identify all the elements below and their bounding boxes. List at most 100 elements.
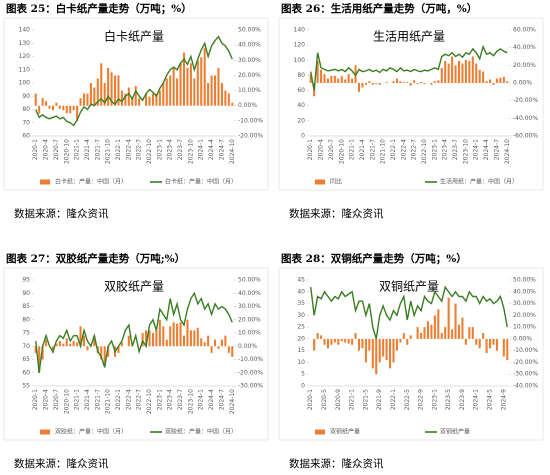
bar: [482, 71, 485, 83]
legend-swatch: [315, 179, 325, 185]
legend-label: 双铜纸产量: [330, 428, 360, 436]
bar: [117, 346, 120, 353]
x-tick-label: 2022-10: [146, 139, 153, 164]
y-tick-label: 95: [22, 277, 30, 284]
bar: [172, 67, 175, 106]
legend-label: 双胶纸：产量：中国（月）: [55, 428, 127, 436]
x-tick-label: 2023-4: [442, 139, 449, 160]
bar: [337, 78, 340, 83]
x-tick-label: 2022-1: [115, 139, 122, 160]
x-tick-label: 2020-4: [43, 389, 50, 410]
bar: [72, 340, 75, 347]
y2-tick-label: 0.00%: [513, 335, 532, 342]
bar: [440, 67, 443, 83]
y2-tick-label: -30.00%: [513, 371, 538, 378]
bar: [368, 338, 371, 351]
chart-title: 双胶纸产量: [104, 279, 164, 294]
bar: [475, 63, 478, 83]
bar: [203, 342, 206, 347]
x-tick-label: 2022-9: [418, 389, 425, 410]
bar: [58, 340, 61, 347]
bar: [155, 93, 158, 106]
x-tick-label: 2024-4: [208, 389, 215, 410]
x-tick-label: 2022-7: [136, 389, 143, 410]
bar: [172, 322, 175, 347]
bar: [464, 60, 467, 83]
bar: [330, 338, 333, 345]
x-tick-label: 2022-7: [411, 139, 418, 160]
y-tick-label: 5: [301, 371, 305, 378]
bar: [214, 339, 217, 347]
bar: [124, 93, 127, 106]
bar: [492, 338, 495, 345]
y2-tick-label: -30.00%: [238, 383, 263, 390]
bar: [134, 86, 137, 106]
bar: [48, 105, 51, 109]
x-tick-label: 2023-1: [156, 139, 163, 160]
bar: [416, 83, 419, 84]
x-tick-label: 2021-1: [74, 389, 81, 410]
y2-tick-label: 20.00%: [238, 72, 261, 79]
y-tick-label: 65: [22, 356, 30, 363]
bar: [485, 81, 488, 83]
x-tick-label: 2021-10: [380, 139, 387, 164]
bar: [444, 60, 447, 83]
y-tick-label: 90: [22, 290, 30, 297]
bar: [492, 83, 495, 85]
chart-title: 生活用纸产量: [373, 30, 445, 44]
bar: [114, 75, 117, 106]
y-tick-label: 20: [297, 335, 305, 342]
x-tick-label: 2021-4: [84, 389, 91, 410]
x-tick-label: 2024-1: [198, 139, 205, 160]
bar: [395, 78, 398, 83]
bar: [227, 93, 230, 106]
bar: [34, 346, 37, 353]
bar: [93, 87, 96, 106]
x-tick-label: 2023-5: [445, 389, 452, 410]
bar: [65, 105, 68, 114]
bar: [506, 81, 509, 83]
bar: [217, 67, 220, 106]
x-tick-label: 2020-7: [53, 139, 60, 160]
y-tick-label: 25: [297, 324, 305, 331]
x-tick-label: 2020-7: [328, 139, 335, 160]
x-tick-label: 2020-1: [307, 389, 314, 410]
x-tick-label: 2024-7: [218, 139, 225, 160]
x-tick-label: 2021-1: [349, 389, 356, 410]
bar: [502, 338, 505, 357]
line: [310, 285, 508, 340]
y2-tick-label: -40.00%: [513, 115, 538, 122]
bar: [433, 315, 436, 339]
y2-tick-label: 0.00%: [238, 102, 257, 109]
bar: [444, 327, 447, 339]
bar: [361, 83, 364, 88]
bar: [420, 82, 423, 83]
y-tick-label: 20: [297, 117, 305, 124]
bar: [323, 74, 326, 83]
bar: [210, 75, 213, 106]
bar: [361, 338, 364, 349]
bar: [224, 90, 227, 106]
x-tick-label: 2023-9: [459, 389, 466, 410]
x-tick-label: 2022-10: [421, 139, 428, 164]
bar: [478, 338, 481, 349]
bar: [368, 81, 371, 83]
bar: [395, 338, 398, 351]
x-tick-label: 2020-4: [318, 139, 325, 160]
x-tick-label: 2024-7: [218, 389, 225, 410]
bar: [103, 83, 106, 106]
x-tick-label: 2020-10: [338, 139, 345, 164]
y2-tick-label: -20.00%: [513, 97, 538, 104]
bar: [406, 338, 409, 345]
bar: [169, 75, 172, 106]
bar: [76, 342, 79, 347]
bar: [495, 338, 498, 351]
chart-title: 双铜纸产量: [379, 279, 439, 294]
bar: [189, 63, 192, 106]
y2-tick-label: 10.00%: [513, 324, 536, 331]
bar: [389, 338, 392, 369]
bar: [162, 326, 165, 347]
bar: [86, 93, 89, 106]
bar: [120, 90, 123, 106]
bar: [323, 338, 326, 345]
